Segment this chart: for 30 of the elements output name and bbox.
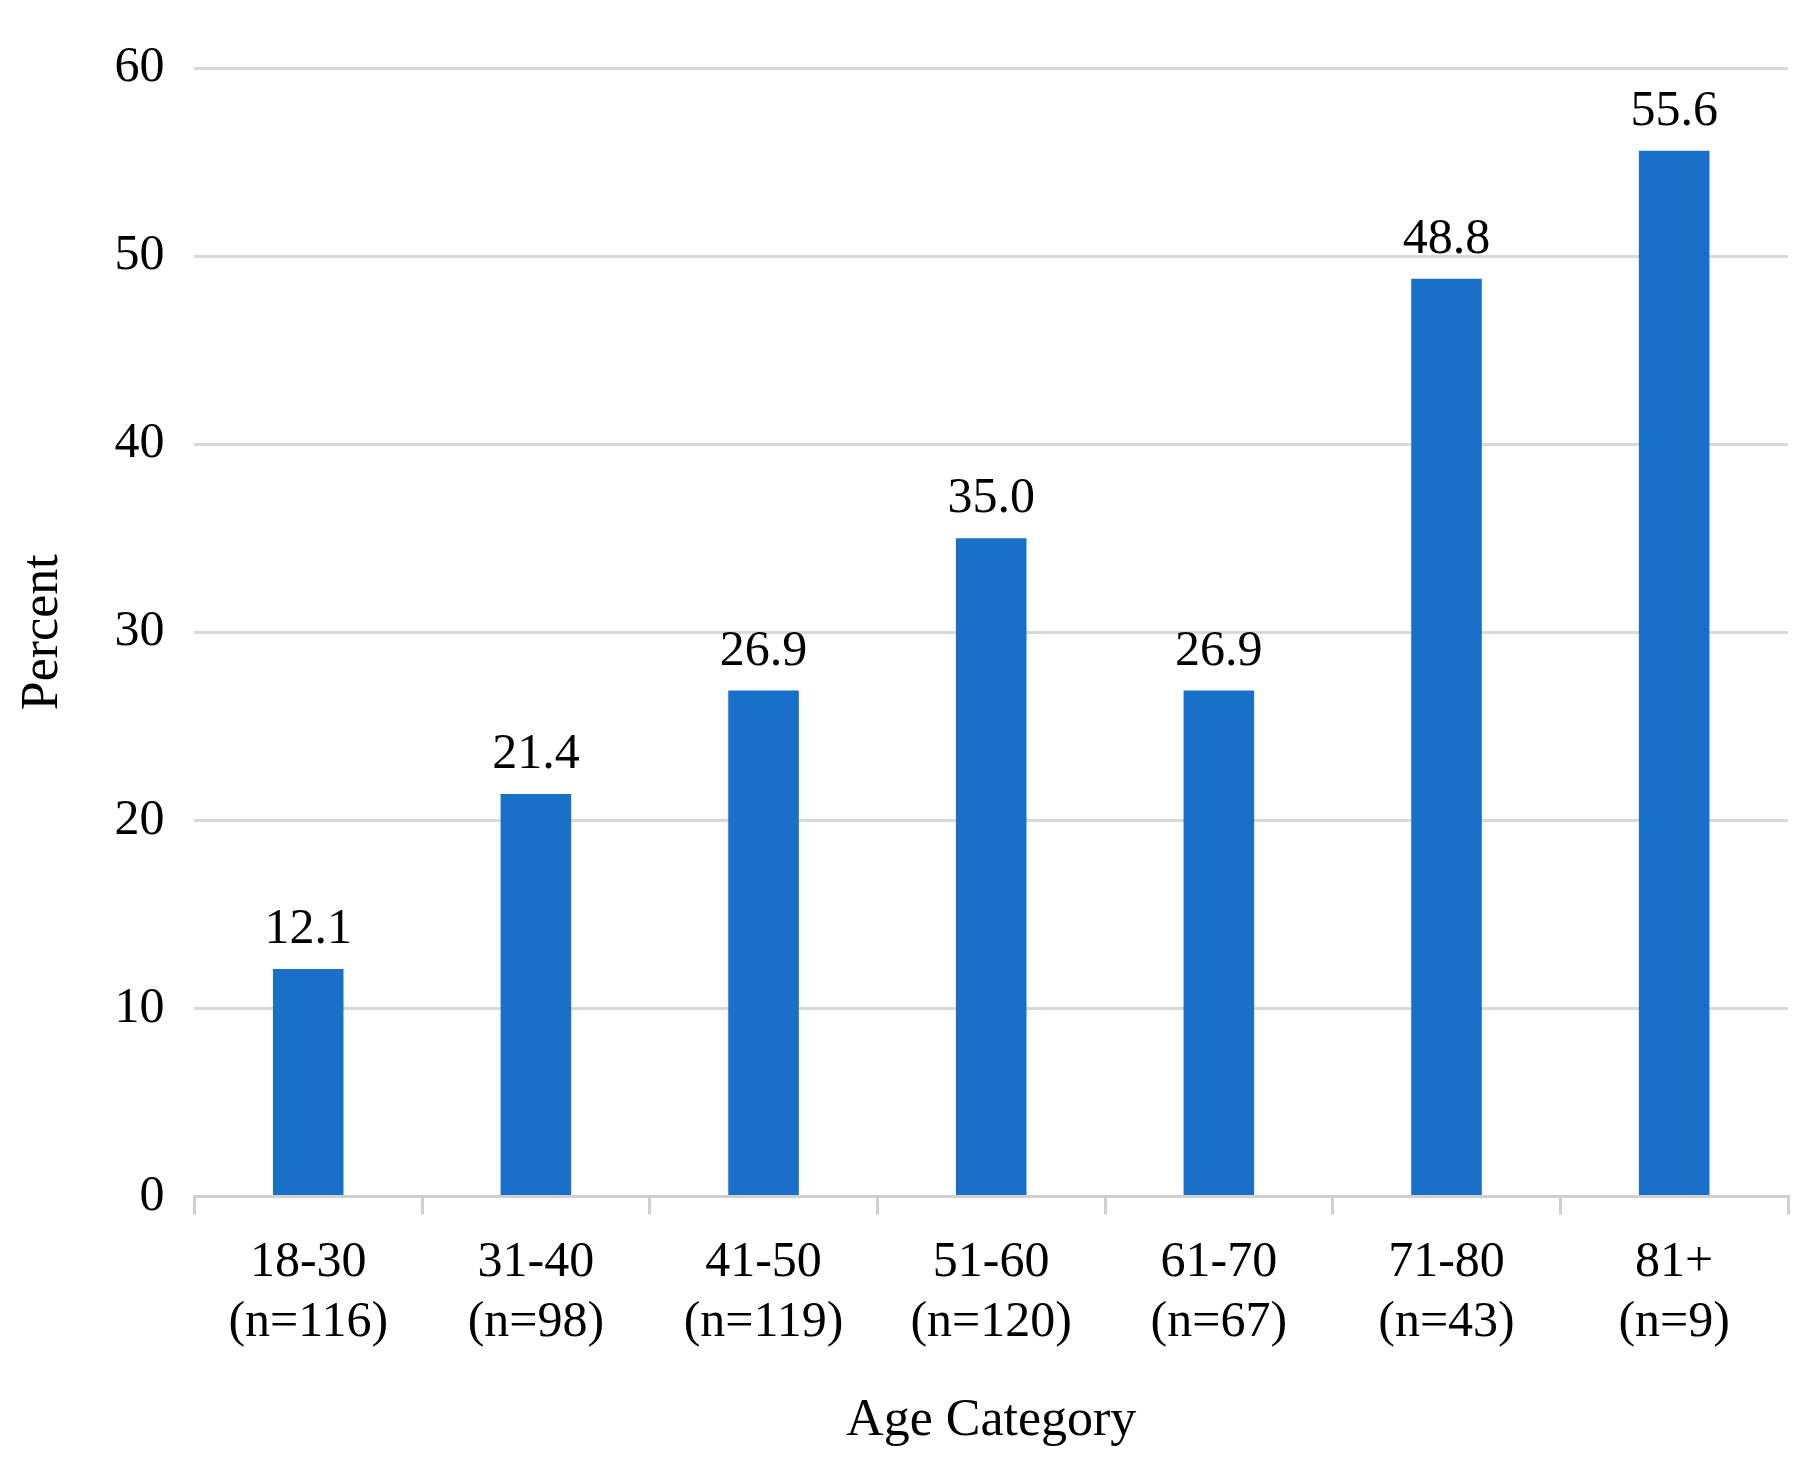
bar	[1638, 150, 1710, 1196]
data-label: 12.1	[264, 898, 352, 955]
y-tick-label: 10	[114, 976, 165, 1033]
y-axis-title: Percent	[10, 553, 68, 711]
data-label: 21.4	[492, 723, 580, 780]
bar	[272, 969, 344, 1196]
y-tick-label: 50	[114, 224, 165, 281]
bar	[728, 690, 799, 1196]
bar	[500, 794, 572, 1196]
x-tick-label: 81+ (n=9)	[1618, 1230, 1730, 1347]
data-label: 26.9	[719, 619, 808, 676]
x-tick-label: 71-80 (n=43)	[1378, 1230, 1515, 1347]
data-label: 55.6	[1630, 79, 1718, 136]
data-label: 35.0	[947, 467, 1035, 524]
y-tick-label: 20	[114, 788, 165, 845]
x-tick-label: 41-50 (n=119)	[683, 1230, 844, 1347]
bar	[1411, 278, 1482, 1196]
y-tick-label: 0	[139, 1164, 165, 1221]
x-tick-label: 18-30 (n=116)	[228, 1230, 389, 1347]
x-axis-title: Age Category	[846, 1389, 1137, 1447]
data-label: 26.9	[1175, 619, 1263, 676]
y-tick-label: 30	[114, 600, 165, 657]
bar	[1183, 690, 1255, 1196]
x-tick-label: 61-70 (n=67)	[1150, 1230, 1288, 1347]
x-tick-label: 31-40 (n=98)	[467, 1230, 605, 1347]
x-tick-label: 51-60 (n=120)	[910, 1230, 1072, 1347]
y-tick-label: 40	[114, 412, 165, 469]
data-label: 48.8	[1402, 207, 1491, 264]
y-tick-label: 60	[114, 36, 165, 93]
bar	[955, 538, 1027, 1196]
